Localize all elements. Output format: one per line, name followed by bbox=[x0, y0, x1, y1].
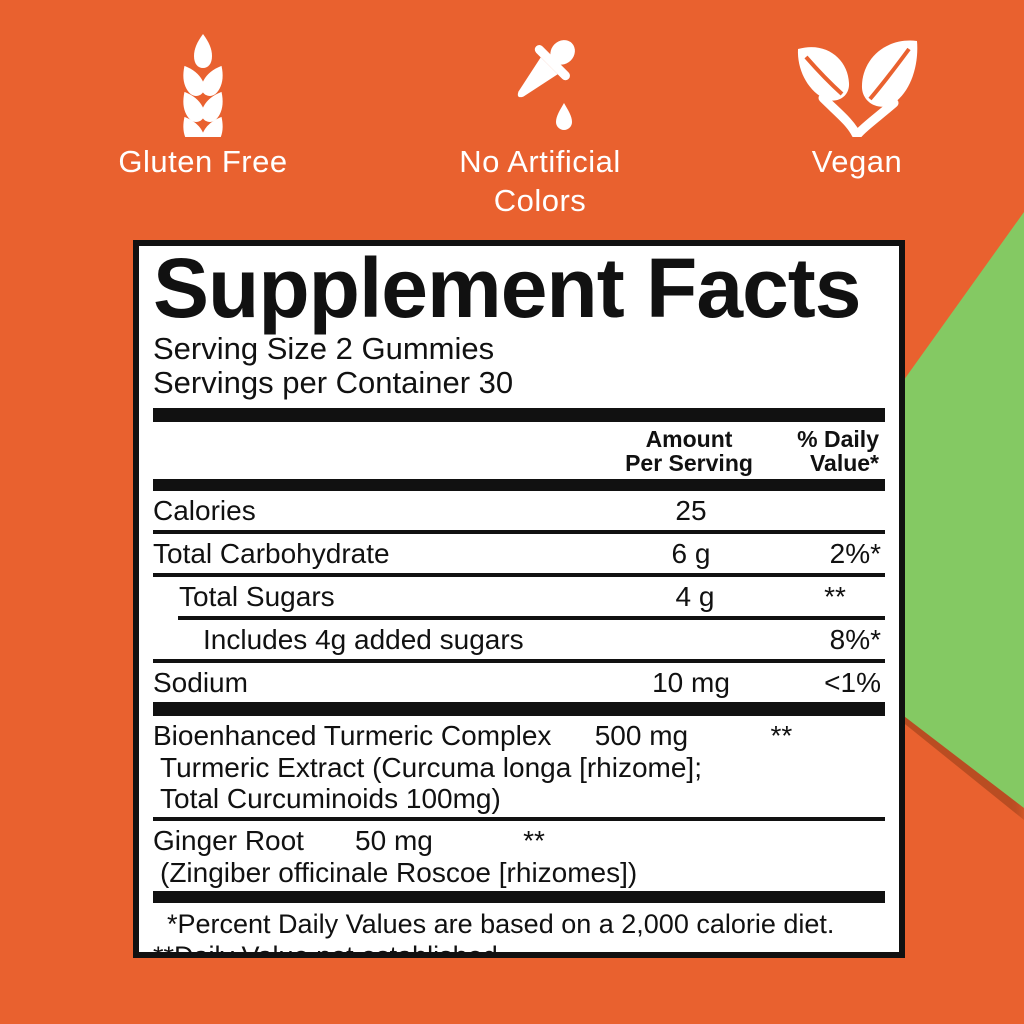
nutrient-amount: 500 mg bbox=[594, 720, 689, 751]
nutrient-amount: 25 bbox=[675, 495, 707, 526]
row-divider bbox=[153, 817, 885, 821]
nutrient-dv: ** bbox=[824, 581, 846, 612]
section-bar bbox=[153, 702, 885, 716]
serving-size: Serving Size 2 Gummies bbox=[153, 331, 495, 366]
row-divider bbox=[178, 616, 885, 620]
badge-gluten-free: Gluten Free bbox=[83, 33, 323, 181]
nutrient-dv: ** bbox=[770, 720, 793, 751]
badge-no-artificial-colors-label: No Artificial Colors bbox=[459, 142, 621, 220]
nutrient-row-added-sugars: Includes 4g added sugars 8%* bbox=[153, 620, 885, 659]
badge-no-artificial-colors: No Artificial Colors bbox=[399, 33, 681, 220]
wheat-icon bbox=[175, 33, 231, 137]
nutrient-dv: 8%* bbox=[829, 624, 881, 655]
row-divider bbox=[153, 530, 885, 534]
badge-label-line1: No Artificial bbox=[459, 144, 621, 179]
nutrient-amount: 50 mg bbox=[355, 825, 433, 856]
nutrient-row-total-carbohydrate: Total Carbohydrate 6 g 2%* bbox=[153, 534, 885, 573]
badge-gluten-free-label: Gluten Free bbox=[118, 144, 288, 179]
nutrient-row-turmeric-complex: Bioenhanced Turmeric Complex 500 mg ** T… bbox=[153, 716, 885, 817]
dropper-icon bbox=[490, 33, 590, 137]
footnote-line: *Percent Daily Values are based on a 2,0… bbox=[167, 909, 835, 939]
nutrient-amount: 4 g bbox=[675, 581, 715, 612]
section-bar bbox=[153, 891, 885, 903]
nutrient-name: Total Sugars bbox=[179, 581, 335, 612]
section-bar bbox=[153, 408, 885, 422]
section-bar bbox=[153, 479, 885, 491]
nutrient-row-sodium: Sodium 10 mg <1% bbox=[153, 663, 885, 702]
badge-vegan: Vegan bbox=[737, 33, 977, 181]
supplement-facts-panel: Supplement Facts Serving Size 2 Gummies … bbox=[133, 240, 905, 958]
column-headers: Amount Per Serving % Daily Value* bbox=[153, 422, 885, 479]
nutrient-dv: 2%* bbox=[829, 538, 881, 569]
footnotes: *Percent Daily Values are based on a 2,0… bbox=[153, 903, 885, 958]
nutrient-name: Sodium bbox=[153, 667, 248, 698]
nutrient-row-ginger-root: Ginger Root 50 mg ** (Zingiber officinal… bbox=[153, 821, 885, 891]
leaf-icon bbox=[782, 33, 932, 137]
nutrient-name: Calories bbox=[153, 495, 256, 526]
nutrient-name: Total Carbohydrate bbox=[153, 538, 390, 569]
badge-vegan-label: Vegan bbox=[811, 144, 903, 179]
amount-column-header: Amount Per Serving bbox=[625, 426, 753, 476]
row-divider bbox=[153, 659, 885, 663]
nutrient-row-calories: Calories 25 bbox=[153, 491, 885, 530]
badge-label-line2: Colors bbox=[493, 183, 587, 218]
nutrient-amount: 10 mg bbox=[652, 667, 730, 698]
nutrient-amount: 6 g bbox=[671, 538, 711, 569]
nutrient-subline: Turmeric Extract (Curcuma longa [rhizome… bbox=[160, 752, 702, 783]
nutrient-dv: <1% bbox=[824, 667, 881, 698]
panel-title: Supplement Facts bbox=[153, 241, 861, 335]
nutrient-name: Bioenhanced Turmeric Complex bbox=[153, 720, 552, 751]
nutrient-row-total-sugars: Total Sugars 4 g ** bbox=[153, 577, 885, 616]
nutrient-name: Includes 4g added sugars bbox=[203, 624, 524, 655]
nutrient-dv: ** bbox=[523, 825, 545, 856]
nutrient-subline: (Zingiber officinale Roscoe [rhizomes]) bbox=[160, 857, 638, 888]
row-divider bbox=[153, 573, 885, 577]
nutrient-subline: Total Curcuminoids 100mg) bbox=[160, 783, 501, 814]
servings-per-container: Servings per Container 30 bbox=[153, 365, 514, 400]
footnote-line: **Daily Value not established. bbox=[153, 941, 506, 958]
daily-value-column-header: % Daily Value* bbox=[797, 426, 879, 476]
nutrient-name: Ginger Root bbox=[153, 825, 304, 856]
